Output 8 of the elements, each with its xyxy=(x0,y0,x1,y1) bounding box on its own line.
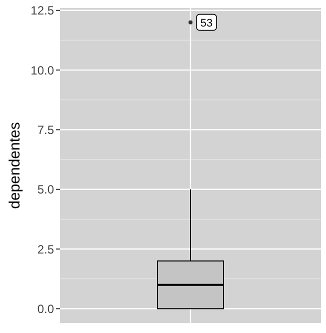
y-tick-label: 2.5 xyxy=(37,242,54,256)
y-tick-label: 10.0 xyxy=(30,63,54,78)
y-axis-title: dependentes xyxy=(6,122,24,209)
annotation: 53 xyxy=(200,17,213,30)
y-tick-label: 0.0 xyxy=(37,302,54,316)
y-tick-label: 12.5 xyxy=(30,4,54,18)
y-tick-label: 5.0 xyxy=(37,182,54,197)
y-tick-label: 7.5 xyxy=(37,122,54,137)
